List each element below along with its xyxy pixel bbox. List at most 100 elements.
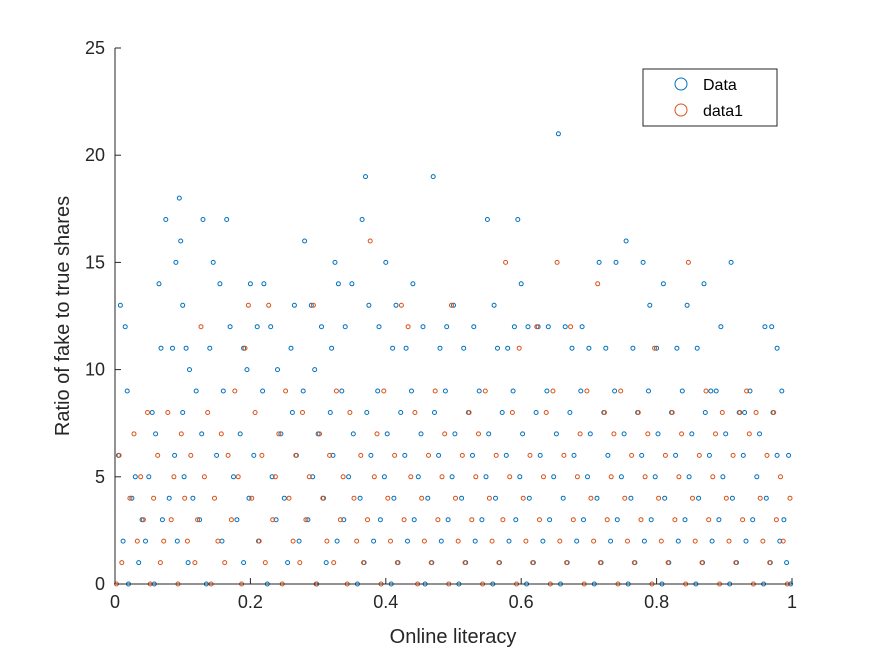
data-point	[706, 452, 712, 458]
data-point	[207, 345, 213, 351]
data1-point	[584, 388, 590, 394]
data1-point	[679, 431, 685, 437]
data-point	[701, 281, 707, 287]
data-point	[289, 410, 295, 415]
data-point	[628, 495, 634, 501]
data1-point	[557, 538, 563, 544]
data-point	[505, 345, 511, 351]
data-point	[702, 410, 708, 415]
data-point	[587, 431, 593, 437]
data-point	[187, 367, 192, 373]
data-point	[608, 538, 614, 544]
data1-point	[333, 388, 339, 394]
data1-point	[733, 560, 739, 566]
data-point	[136, 560, 142, 566]
data-point	[334, 538, 340, 544]
data-point	[172, 452, 178, 458]
data1-point	[358, 452, 364, 458]
data1-point	[297, 560, 303, 566]
data-point	[491, 302, 497, 308]
data-point	[415, 474, 421, 480]
data-point	[220, 388, 226, 394]
data1-point	[394, 560, 400, 566]
data-point	[312, 367, 318, 373]
data1-point	[554, 259, 560, 265]
data1-point	[140, 517, 146, 523]
data-point	[720, 474, 726, 480]
data-point	[520, 431, 526, 437]
data1-point	[283, 388, 289, 394]
data-point	[200, 217, 206, 222]
data-point	[391, 495, 397, 501]
data1-point	[192, 560, 198, 566]
data-point	[364, 410, 370, 415]
x-ticks: 0 0.2 0.4 0.6 0.8 1	[110, 578, 797, 612]
data-point	[696, 495, 702, 501]
data-point	[729, 495, 735, 501]
data1-point	[361, 560, 366, 566]
data-point	[359, 217, 365, 222]
data1-point	[195, 517, 201, 523]
y-tick-label: 20	[85, 145, 105, 165]
data1-point	[168, 517, 174, 523]
data-point	[217, 281, 223, 287]
data1-point	[685, 259, 691, 265]
data1-point	[256, 538, 262, 544]
data-point	[510, 388, 516, 394]
legend-box	[642, 68, 778, 127]
data1-point	[270, 517, 276, 523]
data-point	[483, 474, 489, 480]
data1-point	[371, 474, 377, 480]
data1-point	[570, 517, 576, 523]
data1-point	[611, 431, 617, 437]
x-tick-label: 1	[787, 592, 797, 612]
data-point	[444, 324, 450, 330]
data1-point	[564, 560, 570, 566]
data1-point	[534, 324, 540, 330]
data1-point	[604, 517, 610, 523]
data-point	[425, 495, 431, 501]
data1-point	[367, 238, 373, 244]
data1-point	[760, 538, 766, 544]
data-point	[451, 302, 456, 308]
data1-point	[787, 495, 793, 501]
data-point	[323, 560, 329, 566]
data1-point	[476, 431, 481, 437]
data-point	[763, 495, 769, 501]
data-point	[571, 452, 577, 458]
data1-point	[419, 495, 425, 501]
data-point	[197, 517, 203, 523]
data-point	[679, 388, 685, 394]
data1-point	[537, 517, 542, 523]
data1-point	[642, 474, 648, 480]
legend-marker-data1	[674, 103, 688, 117]
data1-point	[696, 452, 702, 458]
data-point	[261, 281, 267, 287]
data1-point	[435, 517, 441, 523]
data-point	[143, 538, 148, 544]
data-point	[551, 474, 557, 480]
data1-point	[161, 538, 167, 544]
data-point	[368, 452, 374, 458]
data1-point	[753, 410, 759, 415]
data-point	[390, 345, 396, 351]
data1-point	[324, 538, 330, 544]
data1-point	[773, 517, 779, 523]
data-point	[784, 560, 790, 566]
data1-point	[276, 431, 282, 437]
data1-point	[327, 452, 333, 458]
data1-point	[489, 538, 495, 544]
data1-point	[205, 410, 211, 415]
data-point	[363, 174, 368, 180]
data-point	[180, 410, 186, 415]
data1-point	[737, 410, 743, 415]
data-point	[285, 560, 291, 566]
data-point	[479, 517, 485, 523]
data1-point	[165, 410, 171, 415]
data-point	[227, 324, 233, 330]
data1-point	[272, 474, 278, 480]
data1-point	[201, 474, 207, 480]
data1-point	[496, 560, 502, 566]
data1-point	[588, 495, 594, 501]
